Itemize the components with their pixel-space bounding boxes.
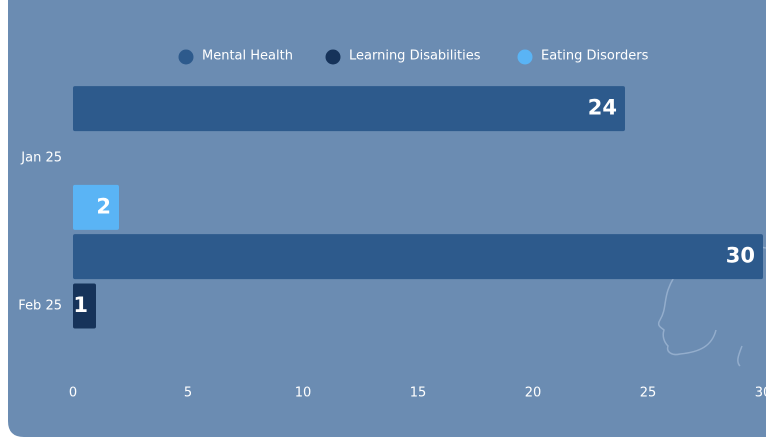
x-tick-label: 15 — [410, 386, 427, 401]
bar — [73, 86, 625, 131]
chart: 0 5 10 15 20 25 30 Mental Health Learning Disabi… — [0, 0, 766, 437]
legend-label: Eating Disorders — [541, 49, 649, 64]
value-label: 1 — [73, 293, 88, 317]
legend-swatch — [326, 50, 341, 65]
y-tick-label: Jan 25 — [20, 151, 62, 166]
page: {"chart_data": {"type": "bar", "orientat… — [0, 0, 766, 437]
value-label: 24 — [588, 96, 617, 120]
legend-label: Mental Health — [202, 49, 293, 64]
value-label: 2 — [96, 194, 111, 218]
x-tick-label: 5 — [184, 386, 192, 401]
legend-label: Learning Disabilities — [349, 49, 481, 64]
x-tick-label: 0 — [69, 386, 77, 401]
x-tick-label: 25 — [640, 386, 657, 401]
x-tick-label: 20 — [525, 386, 542, 401]
x-tick-label: 30 — [755, 386, 766, 401]
legend-swatch — [518, 50, 533, 65]
value-label: 30 — [726, 244, 755, 268]
chart-panel — [8, 0, 766, 437]
bar — [73, 234, 763, 279]
x-tick-label: 10 — [295, 386, 312, 401]
legend-swatch — [179, 50, 194, 65]
y-tick-label: Feb 25 — [18, 299, 62, 314]
